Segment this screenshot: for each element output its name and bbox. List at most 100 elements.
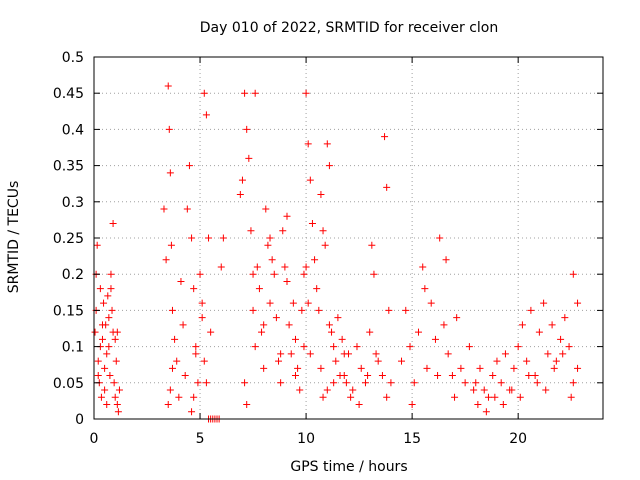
data-point <box>160 205 168 213</box>
data-point <box>317 191 325 199</box>
data-point <box>355 401 363 409</box>
data-point <box>243 125 251 133</box>
data-point <box>472 379 480 387</box>
data-point <box>398 357 406 365</box>
data-point <box>285 321 293 329</box>
data-point <box>200 89 208 97</box>
data-point <box>164 401 172 409</box>
chart-title: Day 010 of 2022, SRMTID for receiver clo… <box>200 20 498 36</box>
y-tick-label: 0.45 <box>53 86 84 102</box>
y-tick-label: 0.35 <box>53 159 84 175</box>
data-point <box>238 176 246 184</box>
data-point <box>164 82 172 90</box>
data-point <box>190 393 198 401</box>
data-point <box>262 205 270 213</box>
x-tick-label: 15 <box>403 431 421 447</box>
data-point <box>168 306 176 314</box>
data-point <box>111 393 119 401</box>
data-point <box>442 256 450 264</box>
data-point <box>565 343 573 351</box>
data-point <box>175 393 183 401</box>
data-point <box>100 299 108 307</box>
data-point <box>194 379 202 387</box>
data-point <box>383 393 391 401</box>
y-tick-label: 0.15 <box>53 303 84 319</box>
axis-ticks: 0 0.05 0.1 0.15 0.2 0.25 0.3 0.35 0.4 0.45 0.5 0 5 10… <box>53 50 603 447</box>
data-point <box>198 299 206 307</box>
y-tick-label: 0.5 <box>62 50 84 66</box>
y-axis-label: SRMTID / TECUs <box>6 181 22 294</box>
data-point <box>340 372 348 380</box>
data-point <box>272 314 280 322</box>
data-point <box>243 401 251 409</box>
data-point <box>321 241 329 249</box>
data-point <box>518 321 526 329</box>
data-point <box>111 335 119 343</box>
x-tick-label: 10 <box>297 431 315 447</box>
data-point <box>470 386 478 394</box>
data-point <box>474 401 482 409</box>
data-point <box>527 306 535 314</box>
data-point <box>315 306 323 314</box>
data-point <box>104 292 112 300</box>
data-point <box>108 306 116 314</box>
data-point <box>383 183 391 191</box>
data-point <box>162 256 170 264</box>
data-point <box>434 372 442 380</box>
data-point <box>114 408 122 416</box>
data-point <box>378 372 386 380</box>
data-point <box>436 234 444 242</box>
data-point <box>302 89 310 97</box>
data-point <box>381 133 389 141</box>
y-tick-label: 0.05 <box>53 376 84 392</box>
data-point <box>185 162 193 170</box>
data-point <box>408 401 416 409</box>
data-point <box>334 314 342 322</box>
data-point <box>550 364 558 372</box>
data-point <box>402 306 410 314</box>
data-point <box>387 379 395 387</box>
data-point <box>296 386 304 394</box>
data-point <box>291 372 299 380</box>
data-point <box>94 372 102 380</box>
data-point <box>501 350 509 358</box>
data-point <box>499 401 507 409</box>
data-point <box>294 364 302 372</box>
data-point <box>171 335 179 343</box>
data-point <box>93 241 101 249</box>
data-point <box>574 364 582 372</box>
data-point <box>330 379 338 387</box>
data-point <box>516 393 524 401</box>
data-point <box>427 299 435 307</box>
data-point <box>249 306 257 314</box>
data-point <box>253 263 261 271</box>
data-point <box>480 386 488 394</box>
data-point <box>107 285 115 293</box>
data-point <box>270 270 278 278</box>
data-point <box>241 89 249 97</box>
data-point <box>457 364 465 372</box>
data-point <box>557 335 565 343</box>
data-point <box>91 328 99 336</box>
data-point <box>300 270 308 278</box>
data-point <box>366 328 374 336</box>
data-point <box>421 285 429 293</box>
data-point <box>291 335 299 343</box>
data-point <box>476 364 484 372</box>
data-point <box>96 285 104 293</box>
data-point <box>97 393 105 401</box>
data-point <box>105 343 113 351</box>
data-point <box>241 379 249 387</box>
data-point <box>345 350 352 358</box>
data-point <box>311 256 319 264</box>
data-point <box>192 350 200 358</box>
data-point <box>177 277 185 285</box>
data-point <box>289 299 297 307</box>
data-point <box>325 321 333 329</box>
y-tick-label: 0.4 <box>62 122 84 138</box>
data-point <box>319 393 327 401</box>
data-point <box>219 234 227 242</box>
data-point <box>465 343 473 351</box>
data-point <box>332 357 340 365</box>
data-point <box>279 227 287 235</box>
